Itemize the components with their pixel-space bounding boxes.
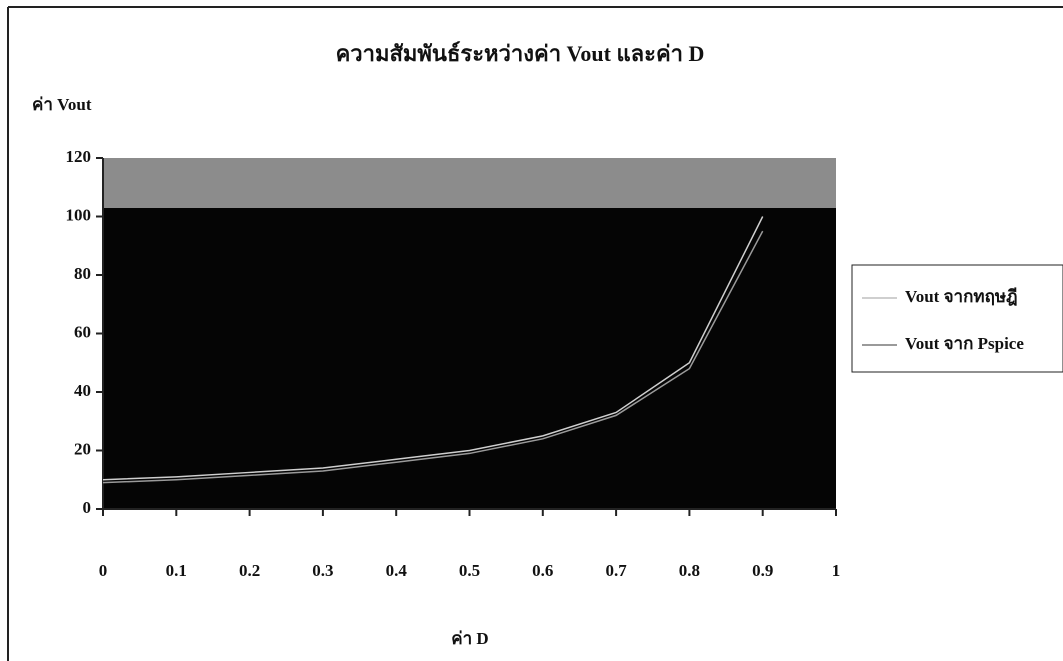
x-tick-label: 0.2 (239, 561, 260, 580)
x-tick-label: 1 (832, 561, 841, 580)
x-tick-label: 0.7 (605, 561, 627, 580)
y-tick-label: 20 (74, 439, 91, 458)
x-tick-label: 0.4 (386, 561, 408, 580)
x-tick-label: 0.9 (752, 561, 773, 580)
y-tick-label: 0 (83, 498, 92, 517)
x-axis-title: ค่า D (451, 629, 488, 648)
chart: ความสัมพันธ์ระหว่างค่า Vout และค่า D ค่า… (0, 0, 1063, 661)
y-tick-label: 120 (66, 147, 92, 166)
legend-label: Vout จากทฤษฎี (905, 286, 1018, 306)
legend-label: Vout จาก Pspice (905, 334, 1024, 353)
chart-title: ความสัมพันธ์ระหว่างค่า Vout และค่า D (336, 41, 705, 66)
y-tick-label: 60 (74, 322, 91, 341)
x-tick-label: 0.8 (679, 561, 700, 580)
x-tick-label: 0.6 (532, 561, 553, 580)
plot-area (103, 158, 836, 509)
legend (852, 265, 1063, 372)
x-tick-label: 0.1 (166, 561, 187, 580)
y-tick-label: 100 (66, 205, 92, 224)
y-axis-title: ค่า Vout (32, 95, 92, 114)
x-tick-label: 0.3 (312, 561, 333, 580)
x-tick-label: 0.5 (459, 561, 480, 580)
y-tick-label: 80 (74, 264, 91, 283)
y-tick-label: 40 (74, 381, 91, 400)
x-tick-label: 0 (99, 561, 108, 580)
plot-band (103, 158, 836, 208)
